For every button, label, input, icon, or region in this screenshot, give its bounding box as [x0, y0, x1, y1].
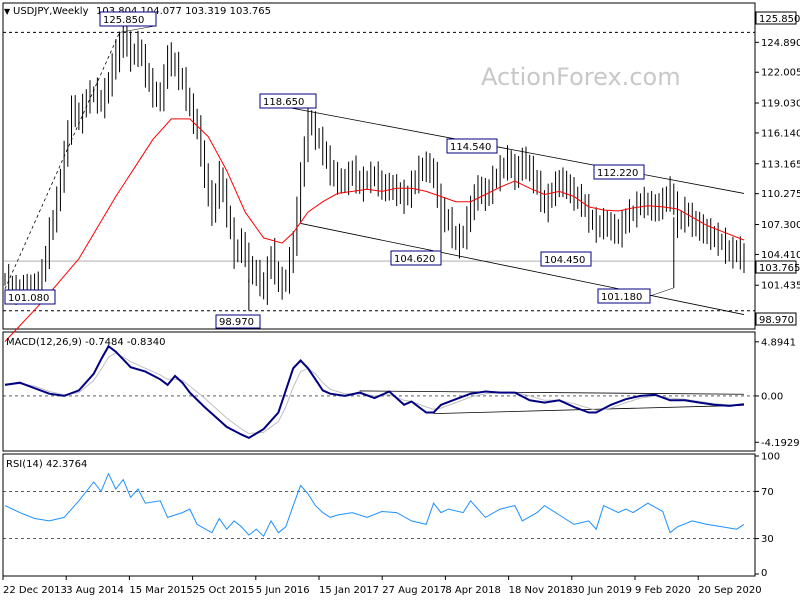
label-125850-top: 125.850 — [103, 15, 144, 26]
x-tick-label: 22 Dec 2013 — [3, 585, 67, 596]
x-tick-label: 15 Jan 2017 — [319, 585, 379, 596]
label-box-118650 — [259, 93, 317, 109]
macd-y-axis: 4.8941 0.00 -4.1929 — [755, 337, 800, 449]
y-tick-label: 113.165 — [761, 159, 800, 170]
y-tick-label: 4.8941 — [761, 337, 796, 348]
x-tick-label: 27 Aug 2017 — [382, 585, 446, 596]
x-tick-label: 8 Apr 2018 — [445, 585, 500, 596]
label-114540: 114.540 — [450, 142, 491, 153]
label-112220: 112.220 — [597, 168, 638, 179]
price-guides — [3, 31, 755, 315]
axis-tag-125850 — [755, 11, 797, 25]
x-tick-label: 30 Jun 2019 — [572, 585, 632, 596]
label-box-98970-bottom — [215, 314, 261, 329]
macd-signal-line — [5, 352, 745, 435]
x-tick-label: 3 Aug 2014 — [66, 585, 124, 596]
y-tick-label: 116.140 — [761, 128, 800, 139]
moving-average-line — [4, 118, 745, 342]
symbol-title: USDJPY,Weekly — [13, 6, 89, 17]
macd-triangle-upper — [359, 390, 745, 395]
y-tick-label: -4.1929 — [761, 438, 800, 449]
x-tick-label: 25 Oct 2015 — [193, 585, 255, 596]
macd-panel-frame — [2, 331, 756, 452]
ohlc-values: 103.804 104.077 103.319 103.765 — [96, 6, 271, 17]
price-y-axis: 101.435 104.410 107.300 110.275 113.165 116.1… — [755, 38, 800, 292]
label-101180: 101.180 — [601, 292, 642, 303]
rsi-guides — [3, 491, 755, 539]
x-tick-label: 5 Jun 2016 — [256, 585, 310, 596]
y-tick-label: 122.005 — [761, 68, 800, 79]
rsi-line — [4, 472, 745, 538]
label-box-101180 — [597, 288, 651, 304]
y-tick-label: 0 — [761, 568, 767, 579]
x-tick-label: 15 Mar 2015 — [129, 585, 192, 596]
price-panel-frame — [2, 2, 756, 330]
y-tick-label: 124.890 — [761, 38, 800, 49]
label-box-114540 — [446, 138, 498, 154]
axis-label-125850: 125.850 — [759, 14, 800, 25]
label-104450: 104.450 — [544, 255, 585, 266]
axis-tag-98970 — [755, 312, 797, 326]
rsi-title: RSI(14) 42.3764 — [6, 459, 87, 470]
y-tick-label: 70 — [761, 487, 774, 498]
macd-line — [4, 344, 745, 440]
macd-title: MACD(12,26,9) -0.7484 -0.8340 — [6, 337, 166, 348]
macd-lines — [4, 344, 745, 440]
rsi-y-axis: 100 70 30 0 — [755, 452, 780, 579]
rsi-lines — [4, 472, 745, 538]
y-tick-label: 119.030 — [761, 99, 800, 110]
label-98970-bottom: 98.970 — [219, 317, 254, 328]
label-connector — [649, 287, 674, 297]
axis-label-98970: 98.970 — [759, 315, 794, 326]
label-101080: 101.080 — [8, 293, 49, 304]
macd-guides — [3, 390, 755, 415]
x-tick-label: 9 Feb 2020 — [635, 585, 691, 596]
rsi-panel-frame — [2, 453, 756, 577]
y-tick-label: 107.300 — [761, 220, 800, 231]
uptrend-line — [4, 32, 120, 290]
y-tick-label: 30 — [761, 534, 774, 545]
price-annotations: 125.850 118.650 114.540 112.220 104.620 … — [4, 11, 800, 329]
macd-triangle-lower — [433, 404, 745, 415]
x-tick-label: 18 Nov 2018 — [509, 585, 573, 596]
label-104620: 104.620 — [394, 254, 435, 265]
channel-upper-line — [285, 106, 745, 194]
current-price-tag — [755, 260, 797, 274]
x-axis: 22 Dec 2013 3 Aug 2014 15 Mar 2015 25 Oct 2… — [2, 576, 762, 596]
label-box-104620 — [390, 250, 442, 266]
y-tick-label: 0.00 — [761, 391, 783, 402]
label-box-104450 — [540, 251, 592, 267]
y-tick-label: 100 — [761, 452, 780, 463]
channel-lower-line — [300, 223, 745, 315]
y-tick-label: 110.275 — [761, 189, 800, 200]
watermark: ActionForex.com — [481, 63, 681, 91]
menu-dropdown-icon[interactable]: ▼ — [4, 7, 11, 16]
label-118650: 118.650 — [263, 97, 304, 108]
y-tick-label: 104.410 — [761, 250, 800, 261]
y-tick-label: 101.435 — [761, 281, 800, 292]
label-box-112220 — [593, 164, 645, 180]
label-box-101080 — [4, 289, 56, 305]
price-lines — [4, 25, 745, 342]
x-tick-label: 20 Sep 2020 — [698, 585, 761, 596]
current-price-label: 103.765 — [759, 263, 800, 274]
label-box-125850-top — [99, 11, 157, 27]
label-connector — [119, 25, 156, 33]
